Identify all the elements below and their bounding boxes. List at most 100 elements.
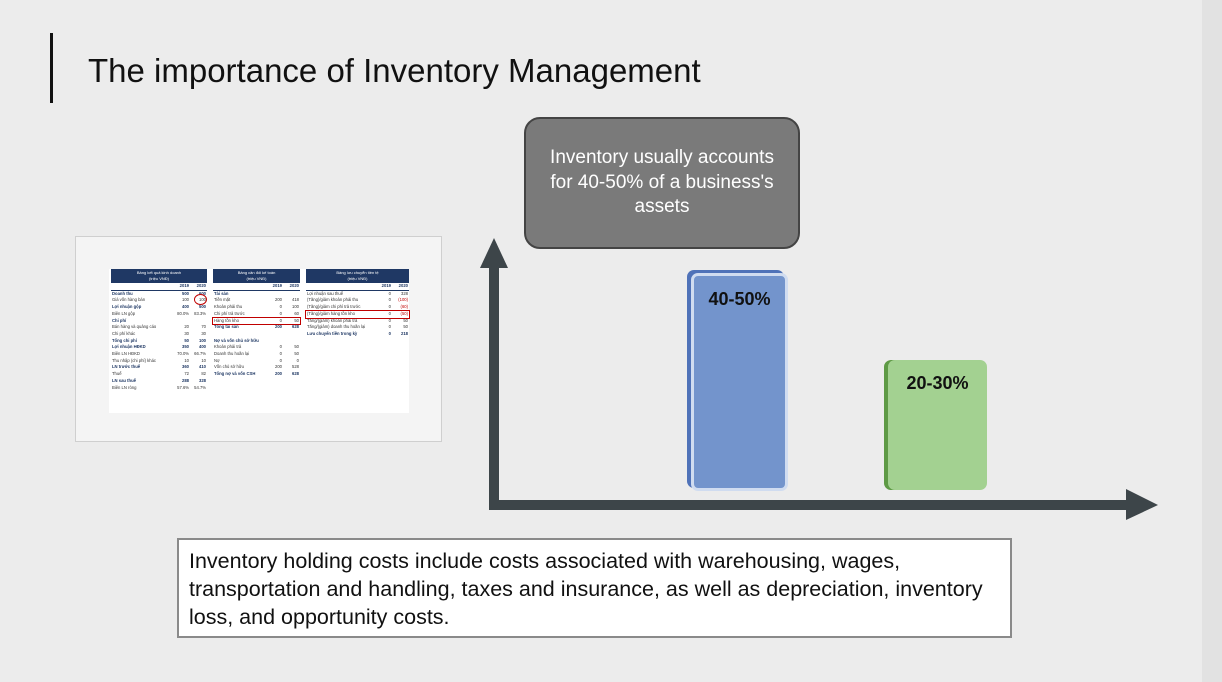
- row-label: Tiền mặt: [214, 297, 231, 303]
- row-label: Doanh thu hoãn lại: [214, 351, 250, 357]
- row-value-2019: 0: [388, 297, 391, 303]
- row-value-2020: 218: [401, 330, 408, 336]
- cashflow-table-header: Bảng lưu chuyển tiền tệ (triệu VNĐ): [306, 269, 409, 283]
- row-label: Nợ: [214, 357, 220, 363]
- row-value-2020: 30: [201, 330, 206, 336]
- row-label: (Tăng)/giảm chi phí trả trước: [307, 304, 361, 310]
- row-value-2019: 0: [388, 330, 391, 336]
- row-value-2020: 50: [294, 351, 299, 357]
- cashflow-table-unit: (triệu VNĐ): [347, 276, 368, 281]
- balance-table-unit: (triệu VNĐ): [246, 276, 267, 281]
- table-row: Biên LN ròng 57.6% 54.7%: [111, 385, 207, 392]
- table-row: Chi phí khác 30 30: [111, 331, 207, 338]
- row-value-2019: 10: [184, 357, 189, 363]
- year-header: 2020: [196, 283, 206, 288]
- row-value-2019: 100: [182, 297, 189, 303]
- row-label: Tăng/(giảm) khoản phải trả: [307, 317, 358, 323]
- row-value-2020: 328: [199, 377, 206, 383]
- row-value-2019: 0: [388, 304, 391, 310]
- bar-holding-cost: 20-30%: [888, 360, 987, 490]
- row-value-2019: 0: [279, 310, 282, 316]
- table-row: Lợi nhuận HĐKD 350 400: [111, 344, 207, 351]
- row-value-2019: 0: [279, 317, 282, 323]
- table-row: Tăng/(giảm) khoản phải trả 0 50: [306, 318, 409, 325]
- row-value-2020: 528: [292, 364, 299, 370]
- balance-table-title: Bảng cân đối kế toán: [237, 270, 276, 275]
- table-row: Lợi nhuận gộp 400 500: [111, 304, 207, 311]
- row-value-2020: 82: [201, 371, 206, 377]
- row-value-2019: 80.0%: [177, 310, 189, 316]
- table-row: Nợ 0 0: [213, 358, 300, 365]
- row-label: LN trước thuế: [112, 364, 141, 370]
- table-row: Vốn chủ sở hữu 200 528: [213, 364, 300, 371]
- row-value-2020: 83.3%: [194, 310, 206, 316]
- year-header: 2020: [289, 283, 299, 288]
- row-label: Biên LN gộp: [112, 310, 136, 316]
- row-value-2019: 57.6%: [177, 384, 189, 390]
- table-row: Nợ và vốn chủ sở hữu: [213, 338, 300, 345]
- row-value-2019: 200: [275, 371, 282, 377]
- row-value-2019: 0: [388, 324, 391, 330]
- row-label: Lưu chuyển tiền trong kỳ: [307, 330, 358, 336]
- row-value-2020: 100: [199, 337, 206, 343]
- holding-costs-textbox: Inventory holding costs include costs as…: [177, 538, 1012, 638]
- row-value-2019: 400: [182, 304, 189, 310]
- table-row: (Tăng)/giảm khoản phải thu 0 (100): [306, 297, 409, 304]
- row-label: Thuế: [112, 371, 122, 377]
- row-label: Tổng tài sản: [214, 324, 239, 330]
- table-row: Hàng tồn kho 0 50: [212, 316, 301, 326]
- row-value-2020: 66.7%: [194, 351, 206, 357]
- table-row: Tăng/(giảm) doanh thu hoãn lại 0 50: [306, 324, 409, 331]
- row-label: Biên LN HĐKD: [112, 351, 140, 357]
- table-row: Lợi nhuận sau thuế 0 328: [306, 291, 409, 298]
- table-row: Thu nhập (chi phí) khác 10 10: [111, 358, 207, 365]
- row-value-2019: 0: [279, 351, 282, 357]
- cashflow-table-title: Bảng lưu chuyển tiền tệ: [336, 270, 379, 275]
- table-row: Chi phí trả trước 0 60: [213, 311, 300, 318]
- row-value-2020: (50): [400, 310, 408, 316]
- table-row: (Tăng)/giảm chi phí trả trước 0 (60): [306, 304, 409, 311]
- table-row: Doanh thu 500 600: [111, 291, 207, 298]
- balance-table-header: Bảng cân đối kế toán (triệu VNĐ): [213, 269, 300, 283]
- callout-text: Inventory usually accounts for 40-50% of…: [550, 147, 774, 218]
- row-value-2020: 0: [296, 357, 299, 363]
- income-year-row: 2019 2020: [111, 283, 207, 291]
- table-row: Tổng chi phí 50 100: [111, 338, 207, 345]
- row-value-2019: 350: [182, 344, 189, 350]
- year-header: 2019: [179, 283, 189, 288]
- row-label: Thu nhập (chi phí) khác: [112, 357, 156, 363]
- row-value-2020: 10: [201, 357, 206, 363]
- row-value-2020: 628: [292, 324, 299, 330]
- row-value-2020: 410: [199, 364, 206, 370]
- row-label: Vốn chủ sở hữu: [214, 364, 244, 370]
- row-value-2020: 100: [292, 304, 299, 310]
- row-value-2020: 628: [292, 371, 299, 377]
- table-row: Tổng tài sản 200 628: [213, 324, 300, 331]
- income-table-unit: (triệu VNĐ): [148, 276, 169, 281]
- row-value-2020: 50: [294, 344, 299, 350]
- row-label: Tài sản: [214, 290, 229, 296]
- row-value-2020: (60): [400, 304, 408, 310]
- income-statement-table: Bảng kết quả kinh doanh (triệu VNĐ) 2019 20…: [111, 269, 207, 391]
- row-label: Doanh thu: [112, 290, 133, 296]
- row-label: Khoản phải trả: [214, 344, 242, 350]
- row-label: Tổng chi phí: [112, 337, 137, 343]
- right-edge-strip: [1202, 0, 1222, 682]
- income-table-title: Bảng kết quả kinh doanh: [136, 270, 182, 275]
- row-value-2019: 288: [182, 377, 189, 383]
- row-value-2020: 50: [294, 317, 299, 323]
- cashflow-statement-table: Bảng lưu chuyển tiền tệ (triệu VNĐ) 2019 20…: [305, 269, 410, 338]
- cogs-circle-highlight: [194, 294, 207, 305]
- table-row: Biên LN HĐKD 70.0% 66.7%: [111, 351, 207, 358]
- y-axis-line: [489, 262, 499, 510]
- row-value-2019: 30: [184, 330, 189, 336]
- bar-label-40-50: 40-50%: [708, 289, 771, 309]
- table-row: Biên LN gộp 80.0% 83.3%: [111, 311, 207, 318]
- row-label: Hàng tồn kho: [214, 317, 239, 323]
- holding-costs-text: Inventory holding costs include costs as…: [189, 549, 983, 629]
- row-value-2019: 0: [388, 317, 391, 323]
- row-value-2019: 200: [275, 297, 282, 303]
- table-row: Doanh thu hoãn lại 0 50: [213, 351, 300, 358]
- row-value-2019: 200: [275, 324, 282, 330]
